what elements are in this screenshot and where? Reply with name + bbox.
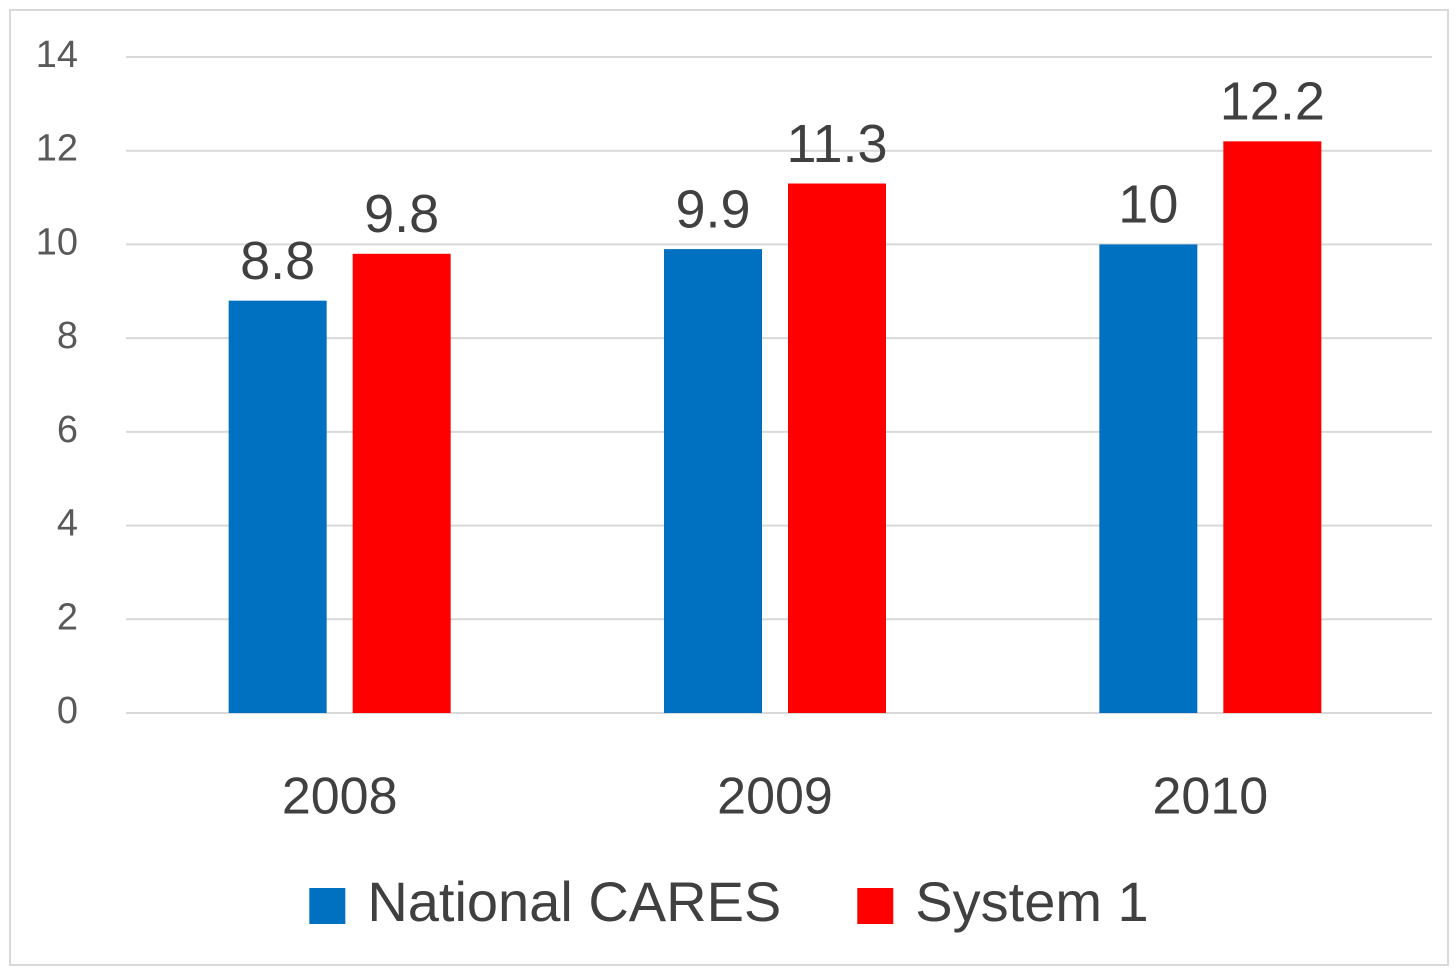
data-label: 11.3 <box>786 114 887 174</box>
y-tick-label: 8 <box>57 315 78 357</box>
y-tick-label: 0 <box>57 690 78 732</box>
legend-swatch <box>309 888 346 924</box>
y-tick-label: 10 <box>36 221 78 263</box>
bar <box>352 253 451 714</box>
data-label: 9.9 <box>675 179 750 239</box>
legend-swatch <box>857 888 894 924</box>
data-label: 12.2 <box>1220 72 1325 132</box>
bar <box>664 249 762 713</box>
y-tick-label: 14 <box>36 34 78 76</box>
x-tick-label: 2009 <box>717 768 833 826</box>
bar <box>788 183 886 713</box>
data-label: 8.8 <box>240 231 315 291</box>
y-tick-label: 2 <box>57 596 78 638</box>
y-tick-label: 6 <box>57 409 78 451</box>
bar <box>1099 244 1198 713</box>
x-tick-label: 2008 <box>282 768 398 826</box>
legend-label: System 1 <box>915 870 1148 933</box>
data-label: 10 <box>1118 175 1178 235</box>
data-label: 9.8 <box>364 184 439 244</box>
bar <box>228 300 327 713</box>
x-tick-label: 2010 <box>1152 768 1268 826</box>
y-tick-label: 12 <box>36 128 78 170</box>
y-tick-label: 4 <box>57 503 78 545</box>
bar <box>1223 141 1322 714</box>
legend-label: National CARES <box>367 870 781 933</box>
